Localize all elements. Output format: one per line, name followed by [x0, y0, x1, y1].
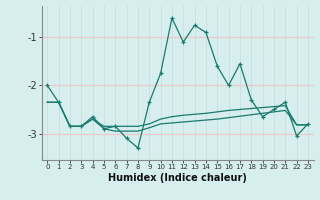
X-axis label: Humidex (Indice chaleur): Humidex (Indice chaleur): [108, 173, 247, 183]
